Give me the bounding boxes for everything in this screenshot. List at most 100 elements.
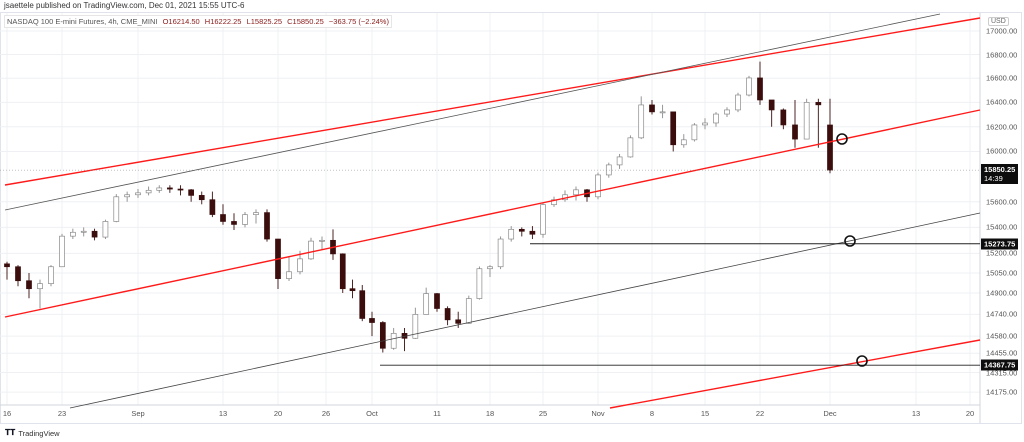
time-tick-label: 8 — [649, 409, 655, 418]
price-tick-label: 16600.00 — [986, 73, 1018, 83]
candle — [638, 96, 645, 140]
candle — [188, 189, 194, 202]
candle-body — [102, 221, 109, 238]
time-tick-label: 15 — [700, 409, 710, 418]
time-tick-label: 16 — [2, 409, 12, 418]
time-tick-label: 23 — [57, 409, 67, 418]
candle — [434, 292, 440, 312]
candle — [308, 237, 314, 260]
candle — [562, 190, 568, 202]
upper-gray-trendline[interactable] — [4, 13, 941, 211]
candle-body — [508, 228, 515, 240]
price-tick-label: 15050.00 — [986, 268, 1018, 278]
candle-body — [827, 124, 833, 171]
candle — [540, 203, 546, 238]
circle-marker[interactable] — [844, 235, 856, 247]
candle-body — [455, 319, 462, 324]
candle-body — [724, 109, 730, 115]
currency-label[interactable]: USD — [988, 17, 1009, 26]
candle — [145, 186, 152, 196]
candle-body — [638, 104, 645, 139]
last-price-label: 15850.25 14:39 — [981, 164, 1019, 185]
candle-body — [209, 199, 216, 215]
candle-body — [264, 212, 270, 240]
open-value: O16214.50 — [162, 17, 200, 26]
candle-body — [476, 268, 483, 299]
candle — [349, 279, 356, 299]
candle — [48, 265, 54, 287]
price-tick-label: 14900.00 — [986, 288, 1018, 298]
price-tick-label: 14740.00 — [986, 309, 1018, 319]
candle-body — [48, 266, 54, 285]
candle-body — [59, 235, 65, 268]
upper-red-trendline[interactable] — [4, 17, 981, 186]
candle-body — [15, 266, 21, 282]
candle-body — [702, 122, 708, 126]
footer: 𝐓𝐓 TradingView — [5, 428, 60, 438]
candle — [231, 213, 237, 230]
footer-brand[interactable]: TradingView — [18, 428, 60, 438]
candle — [465, 295, 472, 324]
candle-body — [713, 113, 719, 124]
candle-body — [339, 253, 346, 290]
candle-body — [573, 189, 579, 196]
candle-body — [803, 102, 810, 140]
candle — [735, 92, 741, 113]
level-1-price-label: 15273.75 — [981, 238, 1019, 250]
tradingview-logo-icon[interactable]: 𝐓𝐓 — [5, 428, 16, 437]
candle — [198, 191, 205, 205]
circle-marker[interactable] — [856, 355, 868, 367]
candle-body — [135, 192, 141, 196]
candle — [124, 191, 130, 202]
candle — [102, 219, 109, 240]
candle-body — [670, 111, 677, 146]
candle — [649, 99, 655, 115]
candle-body — [412, 314, 419, 339]
candle — [339, 253, 346, 293]
candle-body — [349, 288, 356, 292]
candle-body — [286, 271, 292, 279]
candle-body — [680, 139, 687, 146]
lower-red-trendline[interactable] — [609, 339, 981, 409]
candle-body — [4, 263, 10, 268]
candle-body — [649, 104, 655, 113]
price-tick-label: 16000.00 — [986, 146, 1018, 156]
candle-body — [37, 283, 43, 290]
candle — [605, 162, 612, 178]
middle-red-trendline[interactable] — [4, 109, 981, 318]
candle-body — [444, 308, 451, 321]
candle — [423, 287, 430, 315]
low-value: L15825.25 — [246, 17, 283, 26]
candle — [827, 98, 833, 174]
candle — [286, 255, 292, 281]
candle — [209, 191, 216, 218]
time-tick-label: 22 — [755, 409, 765, 418]
candle — [156, 185, 163, 193]
candle-body — [605, 164, 612, 176]
candle-body — [465, 298, 472, 324]
candle — [595, 172, 601, 200]
price-tick-label: 15600.00 — [986, 197, 1018, 207]
candle-body — [423, 293, 430, 315]
candle — [780, 108, 787, 130]
circle-marker[interactable] — [836, 133, 848, 145]
candle-body — [369, 318, 375, 323]
candle — [275, 238, 281, 289]
time-tick-label: 18 — [485, 409, 495, 418]
price-tick-label: 15200.00 — [986, 248, 1018, 258]
candle — [487, 265, 493, 278]
candle — [670, 111, 677, 152]
last-price-value: 15850.25 — [984, 165, 1016, 175]
price-tick-label: 14455.00 — [986, 348, 1018, 358]
candle — [80, 227, 87, 237]
candle — [691, 123, 698, 142]
time-tick-label: 11 — [433, 409, 441, 418]
candle-body — [359, 290, 366, 319]
candle-body — [792, 124, 798, 140]
candle — [167, 185, 173, 193]
candle-body — [124, 194, 130, 198]
lower-gray-trendline[interactable] — [69, 212, 981, 409]
symbol-name[interactable]: NASDAQ 100 E-mini Futures, 4h, CME_MINI — [7, 17, 158, 26]
candle-body — [390, 333, 397, 349]
